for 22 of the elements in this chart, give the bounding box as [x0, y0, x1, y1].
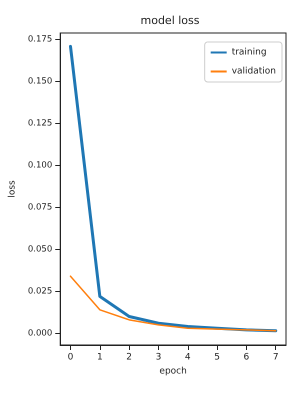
- x-tick-label: 7: [272, 352, 279, 362]
- legend-label: validation: [232, 66, 276, 76]
- x-tick-label: 4: [184, 352, 191, 362]
- y-tick-label: 0.150: [28, 76, 52, 87]
- y-tick-label: 0.075: [28, 202, 52, 212]
- x-tick-label: 5: [214, 352, 220, 362]
- y-tick-label: 0.025: [28, 286, 52, 296]
- x-tick-label: 3: [156, 352, 162, 362]
- x-tick-label: 0: [68, 352, 74, 362]
- y-tick-label: 0.050: [28, 244, 52, 254]
- y-axis-title: loss: [8, 180, 18, 198]
- x-axis-title: epoch: [159, 366, 187, 376]
- y-tick-label: 0.000: [28, 328, 52, 338]
- y-tick-label: 0.100: [28, 160, 52, 171]
- x-tick-label: 2: [126, 352, 132, 362]
- x-tick-label: 1: [96, 352, 103, 362]
- legend-label: training: [232, 48, 267, 58]
- y-tick-label: 0.125: [28, 118, 52, 129]
- line-series: [70, 275, 276, 332]
- x-tick-label: 6: [244, 352, 250, 362]
- chart-title: model loss: [140, 14, 200, 27]
- y-tick-label: 0.175: [28, 34, 52, 45]
